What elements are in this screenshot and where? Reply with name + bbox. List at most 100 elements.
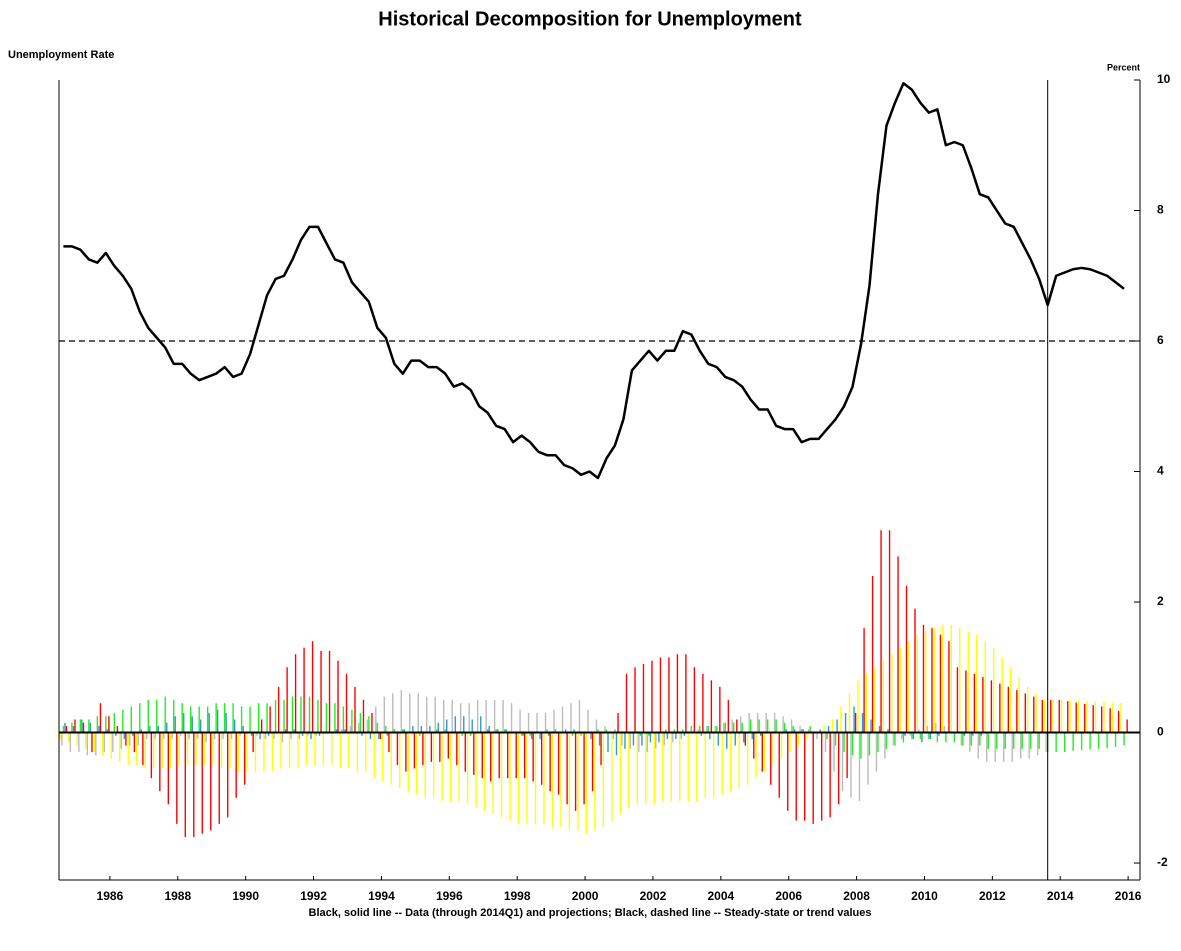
bar [159, 732, 161, 792]
bar [164, 696, 166, 733]
bar [140, 729, 143, 733]
y-axis-unit: Percent [1107, 62, 1140, 72]
bar [250, 732, 253, 736]
bar [1035, 693, 1037, 733]
bar [819, 729, 821, 733]
bar [629, 732, 632, 749]
x-tick-label: 1996 [436, 889, 463, 903]
bar [188, 732, 190, 740]
bar [820, 732, 823, 821]
bar [196, 732, 199, 740]
bar [780, 732, 783, 759]
bar [960, 732, 962, 746]
x-tick-label: 2008 [843, 889, 870, 903]
bar [668, 657, 670, 733]
bar [1092, 705, 1094, 733]
bar [615, 732, 618, 756]
bar [617, 712, 619, 733]
bar [1007, 686, 1010, 733]
bar [897, 556, 899, 733]
bar [379, 732, 382, 740]
y-tick-label: -2 [1157, 855, 1168, 869]
bar [928, 732, 930, 740]
chart-title: Historical Decomposition for Unemploymen… [378, 8, 802, 30]
bar [707, 726, 709, 733]
bar [161, 732, 163, 769]
bar [1045, 732, 1047, 753]
bar [636, 732, 639, 805]
bar [1036, 732, 1039, 756]
bar [157, 726, 159, 733]
bar [232, 703, 234, 733]
bar [1050, 699, 1052, 733]
bar [416, 732, 418, 795]
bar [1028, 732, 1030, 759]
bar [120, 732, 122, 749]
bar [639, 732, 642, 736]
x-tick-label: 1988 [164, 889, 191, 903]
bar [523, 732, 526, 779]
bar [280, 732, 282, 769]
bar [619, 732, 622, 815]
bar [206, 706, 209, 733]
bar [432, 732, 435, 798]
bar [936, 732, 939, 743]
bar [888, 530, 891, 733]
bar [739, 716, 742, 733]
bar [385, 726, 387, 733]
bar [281, 732, 284, 743]
bar [495, 729, 497, 733]
bar [201, 732, 203, 834]
bar [293, 729, 295, 733]
y-tick-label: 10 [1157, 72, 1171, 86]
bar [696, 732, 698, 802]
bar [953, 732, 956, 743]
bar [376, 722, 379, 733]
bar [723, 722, 725, 733]
bar [894, 732, 896, 746]
bar [369, 732, 372, 740]
bar [933, 628, 935, 733]
bar [93, 732, 95, 753]
bar [284, 729, 287, 733]
bar [761, 732, 763, 772]
bar [1016, 690, 1018, 733]
bar [758, 719, 760, 733]
bar [574, 732, 577, 811]
bar [868, 732, 871, 756]
bar [733, 722, 735, 733]
bar [166, 722, 168, 733]
bar [1120, 703, 1122, 733]
bar [706, 726, 708, 733]
bar [746, 732, 749, 785]
bar [413, 732, 416, 769]
bar [183, 712, 185, 733]
bar [215, 703, 217, 733]
bar [254, 732, 257, 772]
bar [929, 732, 932, 740]
bar [249, 706, 251, 733]
bar [223, 703, 226, 733]
bar [146, 732, 148, 740]
bar [959, 628, 961, 733]
bar [267, 732, 270, 736]
bar [446, 719, 448, 733]
y-tick-label: 2 [1157, 594, 1164, 608]
bar [653, 732, 655, 805]
bar [634, 667, 636, 733]
bar [922, 624, 925, 733]
bar [926, 726, 929, 733]
x-tick-label: 1986 [97, 889, 124, 903]
bar [675, 732, 677, 740]
bar [914, 608, 916, 733]
bar [334, 703, 336, 733]
bar [724, 722, 726, 733]
bar [611, 732, 613, 821]
bar [775, 719, 777, 733]
bar [108, 716, 110, 733]
bar [239, 732, 241, 736]
bar [227, 732, 229, 818]
bar [99, 703, 102, 733]
bar [1030, 732, 1032, 749]
bar [240, 706, 243, 733]
